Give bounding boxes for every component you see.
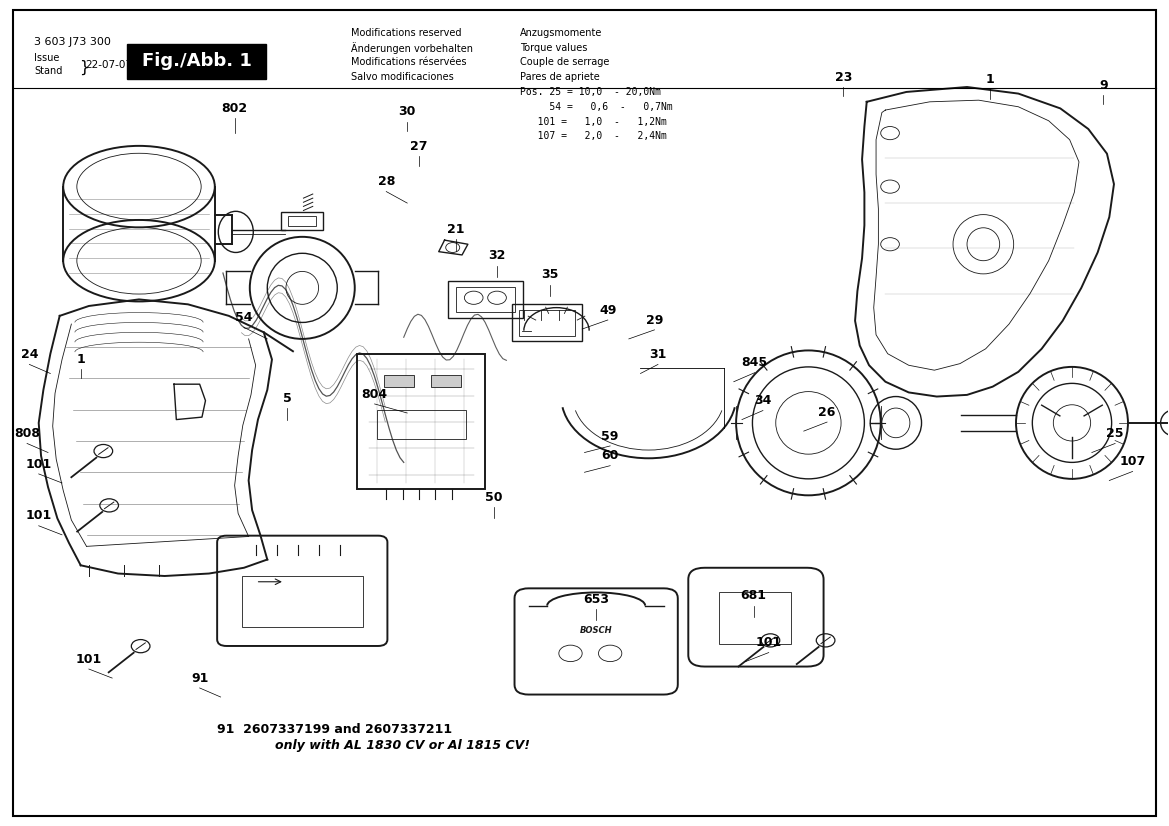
- Text: 101: 101: [755, 636, 782, 649]
- Text: 29: 29: [645, 314, 663, 326]
- Bar: [376, 410, 465, 439]
- Text: Issue: Issue: [34, 53, 60, 64]
- Text: 101: 101: [26, 510, 51, 523]
- Text: 31: 31: [649, 348, 666, 361]
- Text: 804: 804: [361, 387, 388, 401]
- Text: 60: 60: [602, 449, 618, 463]
- Text: only with AL 1830 CV or Al 1815 CV!: only with AL 1830 CV or Al 1815 CV!: [276, 739, 531, 752]
- Text: 1: 1: [76, 353, 85, 366]
- Text: 49: 49: [600, 304, 616, 316]
- Bar: [512, 304, 582, 341]
- Text: }: }: [79, 59, 89, 75]
- Text: 101: 101: [26, 458, 51, 471]
- Text: 59: 59: [602, 430, 618, 443]
- Text: Modifications réservées: Modifications réservées: [351, 57, 466, 68]
- Bar: [448, 282, 523, 317]
- Text: 101: 101: [76, 653, 102, 666]
- Text: Stand: Stand: [34, 65, 62, 76]
- Text: 54: 54: [235, 311, 253, 324]
- FancyBboxPatch shape: [127, 45, 267, 78]
- Text: 845: 845: [741, 356, 768, 369]
- Bar: [519, 310, 575, 336]
- Text: 21: 21: [448, 223, 465, 236]
- Text: Salvo modificaciones: Salvo modificaciones: [351, 72, 454, 82]
- Text: 1: 1: [985, 74, 995, 86]
- Text: 27: 27: [410, 140, 428, 153]
- Text: 32: 32: [489, 249, 506, 263]
- Text: 802: 802: [222, 102, 248, 115]
- Text: 681: 681: [741, 589, 767, 602]
- Bar: [430, 375, 461, 387]
- Text: 107 =   2,0  -   2,4Nm: 107 = 2,0 - 2,4Nm: [520, 131, 667, 141]
- Bar: [719, 592, 791, 643]
- Text: 50: 50: [485, 491, 503, 504]
- Text: 28: 28: [378, 175, 395, 188]
- Text: 30: 30: [399, 105, 416, 118]
- Text: Anzugsmomente: Anzugsmomente: [520, 28, 603, 38]
- Text: 35: 35: [541, 268, 559, 282]
- Bar: [289, 216, 317, 226]
- Text: 25: 25: [1106, 427, 1123, 440]
- Text: 23: 23: [835, 71, 852, 83]
- Bar: [357, 354, 485, 489]
- Text: Änderungen vorbehalten: Änderungen vorbehalten: [351, 43, 473, 55]
- Text: BOSCH: BOSCH: [580, 626, 613, 635]
- Text: 24: 24: [21, 348, 39, 361]
- Text: 26: 26: [818, 406, 836, 419]
- Text: Torque values: Torque values: [520, 43, 588, 53]
- Bar: [456, 287, 514, 311]
- Text: 5: 5: [283, 392, 291, 405]
- Text: 91: 91: [191, 672, 208, 685]
- Bar: [282, 212, 324, 230]
- Text: Pares de apriete: Pares de apriete: [520, 72, 600, 82]
- Bar: [242, 576, 362, 627]
- Text: 22-07-07: 22-07-07: [85, 59, 132, 70]
- Text: 653: 653: [583, 592, 609, 605]
- Text: 107: 107: [1120, 455, 1146, 468]
- Text: Modifications reserved: Modifications reserved: [351, 28, 462, 38]
- Text: 9: 9: [1099, 79, 1108, 92]
- Text: 808: 808: [14, 427, 40, 440]
- Text: 54 =   0,6  -   0,7Nm: 54 = 0,6 - 0,7Nm: [520, 102, 673, 112]
- Text: Couple de serrage: Couple de serrage: [520, 57, 610, 68]
- Text: 91  2607337199 and 2607337211: 91 2607337199 and 2607337211: [217, 723, 452, 736]
- Text: Fig./Abb. 1: Fig./Abb. 1: [143, 53, 253, 70]
- Text: 101 =   1,0  -   1,2Nm: 101 = 1,0 - 1,2Nm: [520, 116, 667, 126]
- Bar: [383, 375, 414, 387]
- Text: Pos. 25 = 10,0  - 20,0Nm: Pos. 25 = 10,0 - 20,0Nm: [520, 87, 662, 97]
- Text: 3 603 J73 300: 3 603 J73 300: [34, 37, 111, 47]
- Text: 34: 34: [754, 394, 772, 407]
